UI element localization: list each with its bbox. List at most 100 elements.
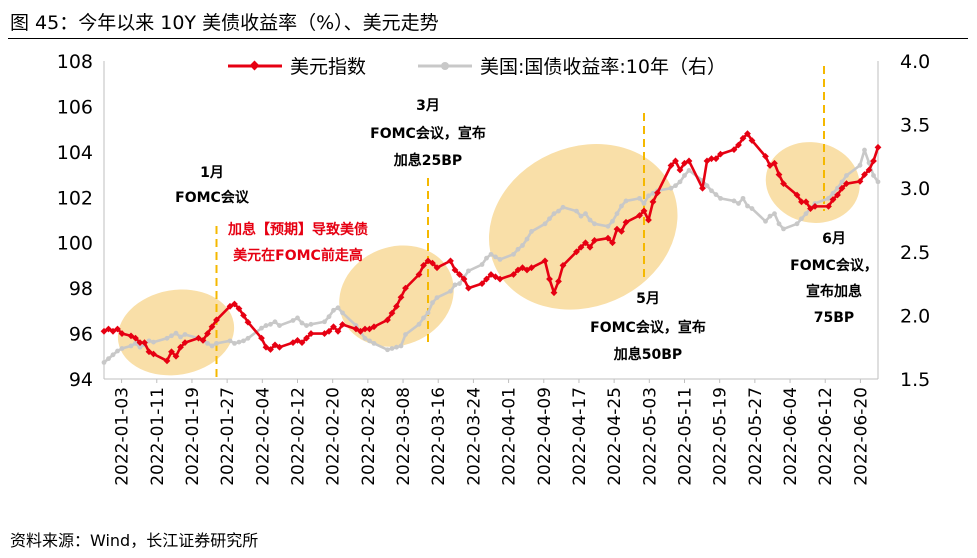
dxy-point-149 — [771, 159, 778, 167]
right-y-tick-2.5: 2.5 — [900, 242, 930, 264]
ust-10y-point-3 — [115, 348, 120, 354]
annotation-jan-line1: FOMC会议 — [175, 189, 250, 206]
annotation-mar-month: 3月 — [416, 98, 440, 114]
source-note: 资料来源：Wind，长江证券研究所 — [10, 531, 259, 550]
left-y-tick-labels: 94 96 98 100 102 104 106 108 — [57, 51, 93, 391]
dxy-point-158 — [811, 202, 819, 210]
ust-10y-point-37 — [268, 321, 273, 327]
axes — [103, 61, 879, 380]
dxy-point-22 — [199, 336, 207, 344]
ust-10y-point-128 — [677, 179, 683, 185]
left-y-tick-100: 100 — [57, 233, 93, 255]
annotation-may: 5月 FOMC会议，宣布 加息50BP — [590, 291, 706, 363]
annotation-jun: 6月 FOMC会议， 宣布加息 75BP — [790, 231, 878, 326]
legend-ust-label: 美国:国债收益率:10年（右） — [480, 56, 726, 78]
dxy-point-116 — [622, 218, 630, 226]
title-divider — [8, 38, 968, 39]
ust-10y-point-50 — [326, 314, 332, 320]
legend-item-ust: 美国:国债收益率:10年（右） — [418, 56, 726, 78]
x-tick-2022-02-28: 2022-02-28 — [359, 387, 379, 486]
ust-10y-point-6 — [128, 343, 134, 349]
ust-10y-point-129 — [682, 173, 687, 178]
ust-10y-point-84 — [479, 262, 485, 267]
ust-10y-point-74 — [434, 295, 440, 300]
dxy-point-67 — [402, 284, 409, 292]
ust-10y-point-25 — [214, 340, 219, 346]
ust-10y-point-15 — [169, 333, 174, 339]
dxy-point-31 — [240, 312, 247, 319]
legend-ust-marker — [441, 62, 449, 70]
dxy-point-163 — [834, 191, 841, 199]
ust-10y-point-52 — [335, 305, 341, 311]
ust-10y-point-142 — [740, 195, 746, 201]
ust-10y-point-151 — [781, 226, 786, 232]
dxy-point-37 — [267, 346, 274, 353]
annotation-jan-red-line2: 美元在FOMC前走高 — [233, 247, 363, 264]
x-tick-2022-05-27: 2022-05-27 — [746, 387, 766, 486]
ust-10y-point-49 — [322, 319, 327, 325]
dxy-point-140 — [730, 146, 738, 153]
ust-10y-point-64 — [389, 346, 395, 351]
x-tick-2022-03-24: 2022-03-24 — [464, 387, 484, 486]
legend-dxy-label: 美元指数 — [290, 56, 366, 78]
ust-10y-point-59 — [367, 338, 372, 344]
right-y-tick-1.5: 1.5 — [900, 369, 930, 391]
ust-10y-point-108 — [587, 217, 593, 223]
ust-10y-point-28 — [227, 338, 233, 344]
ust-10y-point-126 — [668, 185, 674, 191]
dxy-point-161 — [825, 202, 832, 210]
legend: 美元指数 美国:国债收益率:10年（右） — [228, 56, 726, 78]
dxy-point-3 — [114, 325, 121, 333]
ust-10y-point-38 — [272, 319, 278, 325]
ust-10y-point-163 — [835, 185, 840, 191]
annotation-jun-line3: 75BP — [814, 310, 854, 326]
annotation-jun-line1: FOMC会议， — [790, 257, 878, 274]
x-tick-2022-01-11: 2022-01-11 — [148, 387, 168, 486]
ust-10y-point-154 — [794, 221, 800, 227]
right-y-tick-3.0: 3.0 — [900, 178, 930, 200]
x-tick-2022-01-19: 2022-01-19 — [183, 387, 203, 486]
dxy-point-150 — [775, 171, 783, 178]
right-y-tick-2.0: 2.0 — [900, 305, 930, 327]
left-y-tick-98: 98 — [69, 278, 93, 300]
x-tick-2022-04-25: 2022-04-25 — [605, 387, 625, 486]
annotation-mar-line2: 加息25BP — [393, 152, 462, 169]
highlight-ellipse-4 — [765, 142, 860, 223]
ust-10y-point-53 — [340, 310, 345, 316]
ust-10y-point-66 — [398, 343, 404, 349]
left-y-tick-106: 106 — [57, 96, 93, 118]
ust-10y-point-98 — [542, 221, 548, 227]
ust-10y-point-100 — [551, 211, 557, 217]
ust-10y-point-165 — [844, 173, 849, 178]
dxy-point-77 — [447, 257, 454, 265]
x-tick-2022-02-04: 2022-02-04 — [253, 387, 273, 486]
ust-10y-point-51 — [331, 307, 336, 313]
dxy-point-154 — [793, 191, 801, 199]
left-y-tick-104: 104 — [57, 142, 93, 164]
legend-dxy-marker — [249, 60, 260, 71]
ust-10y-point-105 — [574, 208, 579, 214]
dxy-point-119 — [636, 212, 643, 219]
ust-10y-point-0 — [101, 360, 107, 365]
annotation-jan-month: 1月 — [200, 165, 224, 181]
ust-10y-point-93 — [520, 243, 525, 248]
left-y-tick-94: 94 — [69, 369, 93, 391]
x-tick-2022-05-11: 2022-05-11 — [676, 387, 696, 486]
ust-10y-point-56 — [353, 323, 359, 328]
ust-10y-point-171 — [871, 173, 876, 178]
dxy-point-71 — [420, 262, 427, 269]
x-tick-2022-04-17: 2022-04-17 — [570, 387, 590, 486]
ust-10y-point-58 — [362, 335, 368, 341]
ust-10y-point-43 — [295, 315, 300, 321]
dxy-point-64 — [388, 309, 396, 317]
annotation-jan-red-line1: 加息【预期】导致美债 — [227, 221, 368, 238]
ust-10y-point-114 — [614, 211, 620, 217]
ust-10y-point-73 — [430, 300, 435, 306]
dxy-point-29 — [231, 300, 238, 308]
x-tick-2022-02-12: 2022-02-12 — [289, 387, 309, 486]
ust-10y-point-36 — [263, 323, 269, 328]
ust-10y-point-102 — [560, 204, 566, 210]
ust-10y-point-112 — [605, 223, 611, 229]
ust-10y-point-169 — [862, 147, 867, 153]
ust-10y-point-10 — [146, 338, 152, 344]
